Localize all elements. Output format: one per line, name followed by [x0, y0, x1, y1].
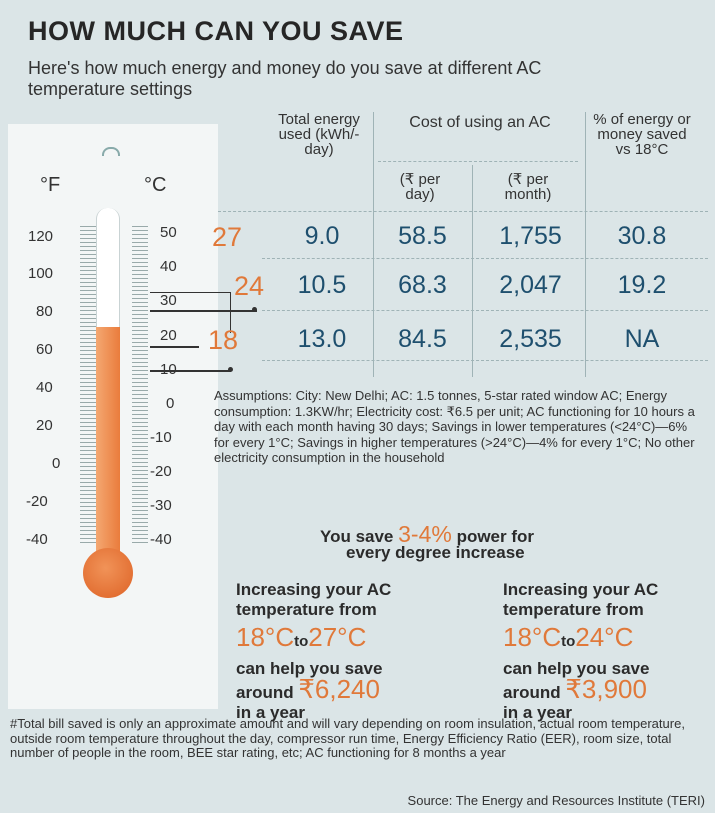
- c-label: -30: [150, 497, 172, 514]
- c-label: 40: [160, 258, 177, 275]
- save-value: 3-4%: [398, 521, 452, 547]
- savings-amount-line: around ₹3,900: [503, 676, 713, 703]
- marker-line-10: [150, 370, 231, 372]
- cell-cost-day: 84.5: [398, 325, 447, 353]
- f-label: 60: [36, 341, 53, 358]
- fahrenheit-ticks: [80, 226, 96, 544]
- header-cost: Cost of using an AC: [409, 114, 551, 131]
- marker-line-27: [150, 310, 257, 312]
- cell-cost-month: 2,535: [499, 325, 562, 353]
- column-divider: [373, 112, 374, 377]
- header-saved: % of energy or money saved vs 18°C: [593, 111, 691, 158]
- c-label: -10: [150, 429, 172, 446]
- save-message-line2: every degree increase: [346, 543, 525, 562]
- f-label: 80: [36, 303, 53, 320]
- f-label: 100: [28, 265, 54, 282]
- celsius-ticks: [132, 226, 148, 544]
- c-label: 0: [166, 395, 175, 412]
- header-cost-day: (₹ per day): [399, 171, 441, 203]
- f-label: 120: [28, 228, 54, 245]
- marker-dot: [228, 367, 233, 372]
- savings-to: 24°C: [575, 622, 634, 652]
- savings-block-24: Increasing your AC temperature from 18°C…: [503, 580, 713, 723]
- fahrenheit-unit: °F: [40, 174, 61, 196]
- row-temp: 24: [234, 271, 265, 301]
- column-divider: [585, 112, 586, 377]
- celsius-unit: °C: [144, 174, 167, 196]
- row-divider: [378, 161, 578, 162]
- savings-around: around: [236, 683, 294, 702]
- savings-from: 18°C: [236, 622, 295, 652]
- marker-dot: [252, 307, 257, 312]
- thermometer-mercury: [96, 327, 120, 592]
- assumptions-text: Assumptions: City: New Delhi; AC: 1.5 to…: [214, 388, 695, 465]
- savings-to: 27°C: [308, 622, 367, 652]
- savings-around: around: [503, 683, 561, 702]
- savings-to-word: to: [561, 633, 576, 650]
- thermometer-hook-icon: [102, 147, 120, 156]
- source-credit: Source: The Energy and Resources Institu…: [407, 793, 705, 808]
- cell-energy: 9.0: [304, 222, 340, 250]
- c-label: 30: [160, 292, 177, 309]
- cell-cost-day: 68.3: [398, 271, 447, 299]
- f-label: -20: [26, 493, 48, 510]
- f-label: -40: [26, 531, 48, 548]
- c-label: 50: [160, 224, 177, 241]
- savings-intro: Increasing your AC temperature from: [236, 580, 392, 619]
- row-divider: [218, 211, 708, 212]
- savings-range: 18°Cto24°C: [503, 620, 713, 659]
- savings-amount: ₹3,900: [565, 674, 647, 704]
- savings-amount: ₹6,240: [298, 674, 380, 704]
- savings-period: in a year: [236, 703, 305, 722]
- marker-line-24: [150, 292, 231, 333]
- f-label: 40: [36, 379, 53, 396]
- savings-period: in a year: [503, 703, 572, 722]
- save-suffix: power for: [456, 527, 535, 546]
- cell-cost-day: 58.5: [398, 222, 447, 250]
- cell-saved: 30.8: [617, 222, 667, 250]
- savings-intro: Increasing your AC temperature from: [503, 580, 659, 619]
- cell-cost-month: 1,755: [499, 222, 562, 250]
- cell-saved: 19.2: [617, 271, 667, 299]
- f-label: 0: [52, 455, 61, 472]
- savings-line: can help you save: [503, 659, 650, 678]
- f-label: 20: [36, 417, 53, 434]
- page-title: HOW MUCH CAN YOU SAVE: [28, 16, 404, 46]
- thermometer-bulb: [83, 548, 133, 598]
- savings-range: 18°Cto27°C: [236, 620, 456, 659]
- header-cost-month: (₹ per month): [504, 171, 552, 203]
- footnote: #Total bill saved is only an approximate…: [10, 716, 685, 760]
- savings-from: 18°C: [503, 622, 562, 652]
- c-label: -20: [150, 463, 172, 480]
- row-temp: 27: [212, 222, 243, 252]
- c-label: -40: [150, 531, 172, 548]
- header-energy: Total energy used (kWh/-day): [278, 111, 360, 158]
- row-divider: [262, 360, 708, 361]
- c-label: 20: [160, 327, 177, 344]
- save-prefix: You save: [320, 527, 394, 546]
- c-label: 10: [160, 361, 177, 378]
- row-divider: [262, 310, 708, 311]
- savings-line: can help you save: [236, 659, 383, 678]
- page-subtitle: Here's how much energy and money do you …: [28, 58, 542, 99]
- savings-to-word: to: [294, 633, 309, 650]
- savings-block-27: Increasing your AC temperature from 18°C…: [236, 580, 456, 723]
- marker-line-18: [150, 346, 199, 348]
- save-message-line1: You save 3-4% power for: [320, 521, 534, 548]
- row-temp: 18: [208, 325, 239, 355]
- savings-amount-line: around ₹6,240: [236, 676, 456, 703]
- cell-saved: NA: [624, 325, 660, 353]
- cell-energy: 13.0: [297, 325, 347, 353]
- column-divider: [472, 165, 473, 377]
- cell-cost-month: 2,047: [499, 271, 562, 299]
- cell-energy: 10.5: [297, 271, 347, 299]
- row-divider: [262, 258, 708, 259]
